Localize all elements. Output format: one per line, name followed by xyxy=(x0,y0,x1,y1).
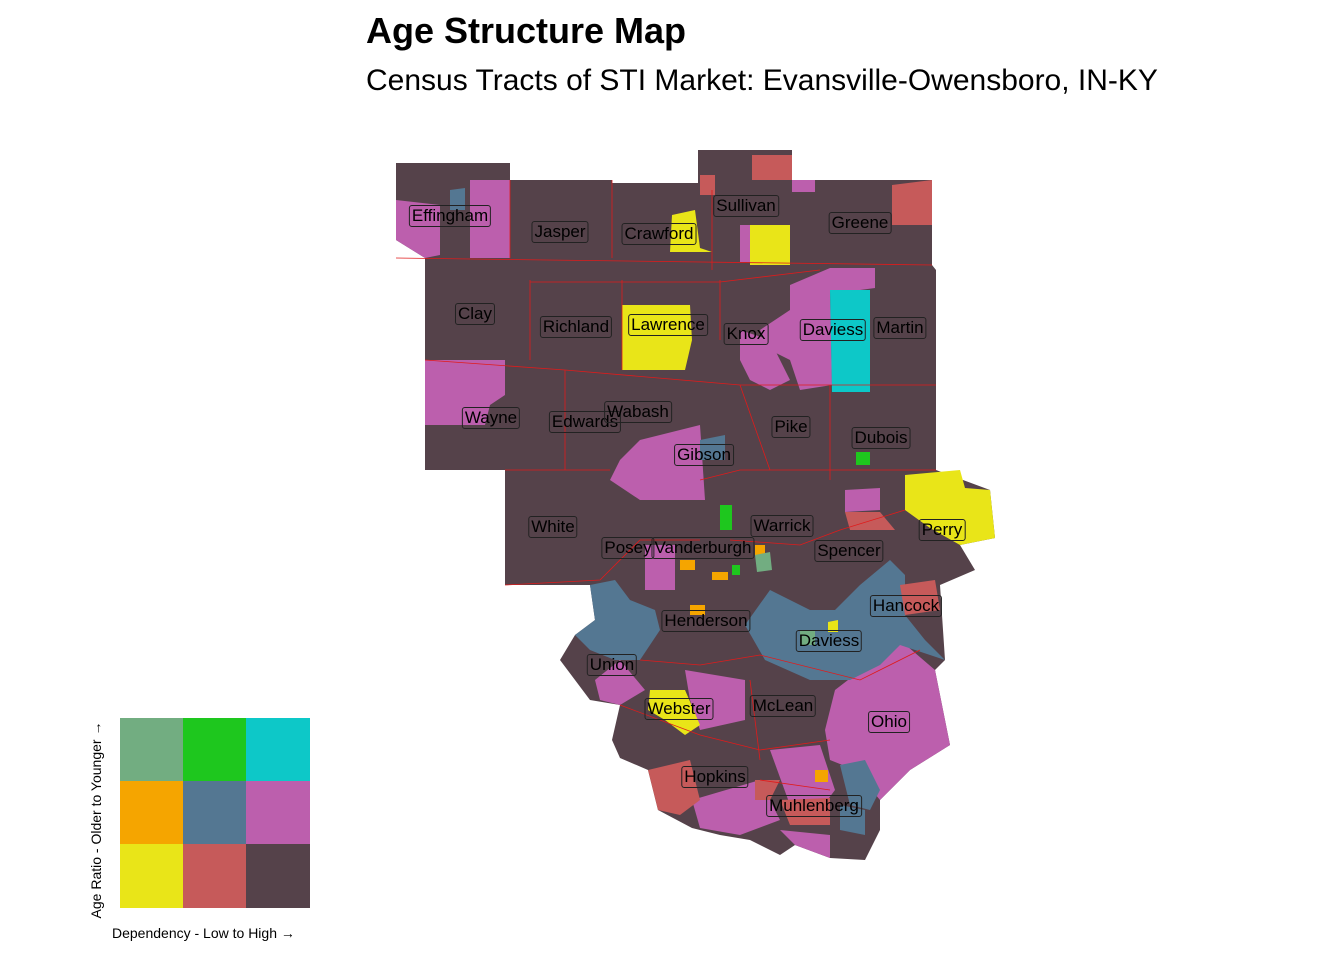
legend-cell-r1-c2 xyxy=(246,781,310,844)
county-label-clay: Clay xyxy=(454,303,496,325)
county-label-crawford: Crawford xyxy=(621,223,697,245)
county-label-daviess-in: Daviess xyxy=(799,319,867,341)
county-label-pike: Pike xyxy=(771,416,811,438)
county-borders xyxy=(395,180,936,791)
county-label-effingham: Effingham xyxy=(408,205,492,227)
legend-cell-r1-c1 xyxy=(183,781,246,844)
county-label-knox: Knox xyxy=(723,323,769,345)
county-label-henderson: Henderson xyxy=(661,610,751,632)
county-label-posey: Posey xyxy=(601,537,655,559)
county-label-ohio: Ohio xyxy=(868,711,910,733)
legend-x-axis-label: Dependency - Low to High → xyxy=(112,925,295,941)
county-label-richland: Richland xyxy=(539,316,613,338)
county-label-muhlenberg: Muhlenberg xyxy=(766,795,862,817)
county-label-sullivan: Sullivan xyxy=(713,195,779,217)
county-label-wabash: Wabash xyxy=(604,401,672,423)
legend-cell-r0-c2 xyxy=(246,718,310,781)
county-label-dubois: Dubois xyxy=(851,427,911,449)
legend-y-axis-label: Age Ratio - Older to Younger → xyxy=(88,721,104,919)
map-tracts-sage xyxy=(755,552,815,645)
map-tracts-pink xyxy=(396,180,950,858)
county-label-jasper: Jasper xyxy=(531,221,589,243)
map-tracts-green xyxy=(720,452,870,575)
map-tracts-yellow xyxy=(622,210,995,735)
map-tracts-red xyxy=(648,155,940,825)
map-tract-cyan xyxy=(830,290,870,392)
legend-cell-r0-c1 xyxy=(183,718,246,781)
legend-cell-r0-c0 xyxy=(120,718,183,781)
county-label-spencer: Spencer xyxy=(814,540,884,562)
county-label-white: White xyxy=(528,516,578,538)
county-label-webster: Webster xyxy=(644,698,714,720)
county-label-gibson: Gibson xyxy=(674,444,734,466)
county-label-greene: Greene xyxy=(828,212,892,234)
county-label-martin: Martin xyxy=(873,317,927,339)
map-tracts-slate xyxy=(450,188,945,835)
bivariate-legend xyxy=(120,718,310,908)
map-subtitle: Census Tracts of STI Market: Evansville-… xyxy=(366,64,1158,97)
legend-cell-r2-c0 xyxy=(120,844,183,908)
legend-cell-r1-c0 xyxy=(120,781,183,844)
county-label-mclean: McLean xyxy=(749,695,817,717)
legend-cell-r2-c1 xyxy=(183,844,246,908)
county-label-perry: Perry xyxy=(918,519,966,541)
legend-cell-r2-c2 xyxy=(246,844,310,908)
county-label-daviess-ky: Daviess xyxy=(795,630,863,652)
map-tracts-orange xyxy=(680,545,828,782)
county-label-union: Union xyxy=(586,654,638,676)
county-label-hopkins: Hopkins xyxy=(681,766,749,788)
county-label-wayne: Wayne xyxy=(461,407,521,429)
map-title: Age Structure Map xyxy=(366,10,687,51)
county-label-hancock: Hancock xyxy=(869,595,943,617)
county-label-lawrence: Lawrence xyxy=(628,314,708,336)
county-label-vanderburgh: Vanderburgh xyxy=(651,537,755,559)
county-label-warrick: Warrick xyxy=(750,515,814,537)
